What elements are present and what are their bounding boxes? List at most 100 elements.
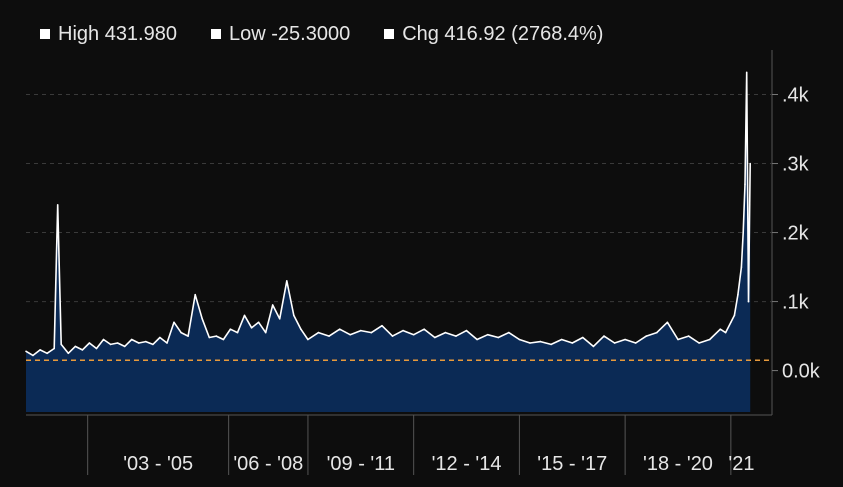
data-point — [60, 343, 62, 346]
data-point — [455, 335, 457, 337]
y-tick-label: .4k — [782, 85, 810, 107]
data-point — [46, 352, 48, 355]
data-point — [81, 349, 84, 351]
data-point — [434, 336, 436, 339]
chart-legend: High 431.980 Low -25.3000 Chg 416.92 (27… — [40, 20, 637, 48]
data-point — [402, 329, 404, 332]
data-point — [243, 314, 246, 317]
y-tick-label: .3k — [782, 154, 810, 176]
data-point — [229, 328, 232, 331]
data-point — [465, 329, 468, 332]
data-point — [603, 335, 605, 337]
data-point — [529, 342, 531, 344]
data-point — [74, 345, 77, 348]
x-tick-label: '21 — [728, 453, 754, 475]
data-point — [613, 342, 616, 344]
data-point — [317, 331, 320, 334]
legend-high-label: High 431.980 — [58, 22, 177, 45]
data-point — [215, 335, 218, 337]
y-tick-label: .1k — [782, 292, 810, 314]
data-point — [264, 331, 267, 334]
data-point — [250, 327, 253, 329]
data-point — [571, 342, 574, 344]
data-point — [634, 342, 637, 344]
x-tick-label: '18 - '20 — [643, 453, 713, 475]
data-point — [109, 343, 112, 346]
data-point — [742, 231, 744, 234]
data-point — [286, 280, 288, 282]
legend-high-swatch-icon — [40, 29, 50, 39]
data-point — [518, 338, 521, 341]
data-point — [130, 338, 133, 341]
data-point — [328, 335, 330, 337]
data-point — [719, 328, 722, 331]
data-point — [95, 347, 98, 350]
data-point — [381, 324, 383, 327]
data-point — [730, 321, 732, 324]
data-point — [747, 300, 750, 303]
x-tick-label: '15 - '17 — [537, 453, 607, 475]
data-point — [208, 336, 211, 339]
data-point — [123, 345, 126, 348]
data-point — [737, 293, 739, 296]
data-point — [582, 336, 584, 339]
data-point — [67, 352, 70, 355]
data-point — [444, 331, 447, 334]
data-point — [187, 335, 189, 337]
legend-chg-swatch-icon — [384, 29, 395, 39]
data-point — [508, 331, 510, 334]
data-point — [116, 342, 119, 344]
x-tick-label: '12 - '14 — [432, 453, 502, 475]
data-point — [592, 345, 595, 348]
data-point — [300, 328, 302, 331]
data-point — [656, 331, 658, 334]
legend-high: High 431.980 — [40, 23, 177, 46]
data-point — [733, 314, 736, 317]
x-tick-label: '06 - '08 — [233, 453, 303, 475]
data-point — [349, 333, 352, 336]
data-point — [391, 335, 394, 337]
data-point — [624, 338, 626, 341]
data-point — [271, 304, 274, 306]
data-point — [145, 340, 147, 343]
data-point — [412, 333, 415, 336]
data-point — [749, 162, 751, 165]
data-point — [708, 338, 711, 341]
data-point — [173, 321, 175, 324]
data-point — [476, 338, 478, 341]
data-point — [39, 349, 41, 351]
series-area — [26, 72, 751, 413]
data-point — [257, 321, 260, 324]
data-point — [194, 293, 196, 296]
data-point — [423, 328, 426, 331]
data-point — [560, 338, 563, 341]
data-point — [307, 338, 309, 341]
data-point — [236, 331, 239, 334]
data-point — [180, 331, 182, 334]
data-point — [201, 318, 203, 320]
data-point — [32, 354, 34, 357]
data-point — [666, 321, 669, 324]
data-point — [360, 329, 362, 332]
legend-low-swatch-icon — [210, 29, 221, 39]
data-point — [88, 342, 91, 344]
data-point — [744, 183, 746, 185]
data-point — [278, 318, 281, 320]
data-point — [138, 342, 140, 344]
legend-chg-label: Chg 416.92 (2768.4%) — [402, 22, 604, 45]
data-point — [152, 343, 154, 346]
data-point — [724, 331, 727, 334]
data-point — [645, 335, 648, 337]
data-point — [53, 347, 55, 350]
data-point — [687, 335, 690, 337]
x-tick-label: '03 - '05 — [123, 453, 193, 475]
data-point — [550, 343, 552, 346]
y-tick-label: .2k — [782, 223, 810, 245]
data-point — [539, 340, 542, 343]
data-point — [102, 338, 105, 341]
data-point — [166, 342, 168, 344]
data-point — [338, 328, 341, 331]
data-point — [25, 350, 27, 353]
legend-chg: Chg 416.92 (2768.4%) — [384, 23, 603, 46]
